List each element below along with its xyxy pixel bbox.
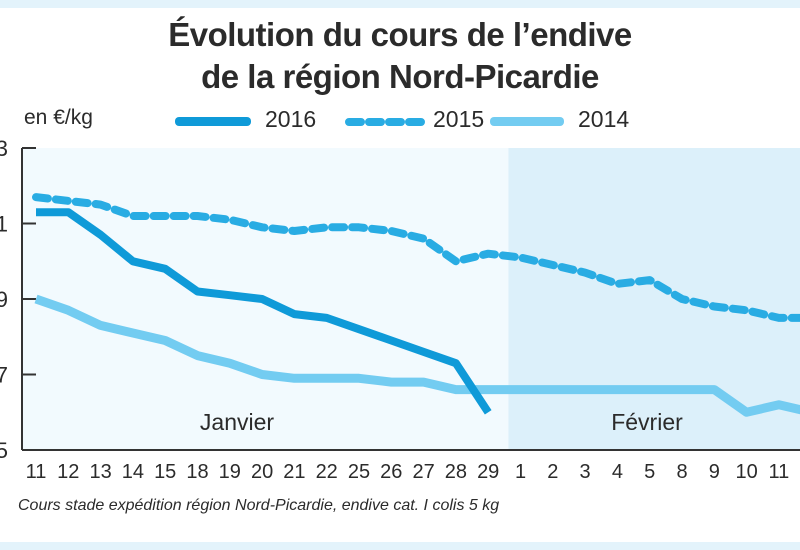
x-tick-label: 9 <box>709 461 720 483</box>
bottom-decorative-band <box>0 542 800 550</box>
x-tick-label: 21 <box>283 461 305 483</box>
y-tick-label: 5 <box>0 438 8 463</box>
series-line-2014 <box>34 294 800 417</box>
legend-swatch-2014 <box>490 117 564 126</box>
legend-item-2015: 2015 <box>345 104 485 134</box>
y-tick-label: 11 <box>0 212 8 237</box>
y-tick-label: 7 <box>0 363 8 388</box>
x-tick-label: 29 <box>477 461 499 483</box>
y-axis-unit-label: en €/kg <box>24 106 93 129</box>
series-line-2015 <box>32 193 800 322</box>
x-tick-label: 1 <box>515 461 526 483</box>
x-tick-label: 11 <box>769 461 790 483</box>
period-label-february: Février <box>611 409 683 435</box>
y-tick-label: 13 <box>0 136 8 161</box>
x-tick-label: 4 <box>612 461 623 483</box>
x-tick-label: 11 <box>26 461 47 483</box>
chart-title-line-2: de la région Nord-Picardie <box>201 58 599 95</box>
series-line-2016 <box>36 208 492 415</box>
x-tick-label: 5 <box>644 461 655 483</box>
x-tick-label: 25 <box>348 461 370 483</box>
x-tick-label: 27 <box>412 461 434 483</box>
x-tick-label: 8 <box>676 461 687 483</box>
legend-label-2016: 2016 <box>265 106 317 132</box>
legend-label-2014: 2014 <box>578 106 630 132</box>
legend-item-2014: 2014 <box>490 104 630 134</box>
legend-swatch-2016 <box>175 117 251 126</box>
x-tick-label: 18 <box>186 461 208 483</box>
period-panel-february <box>508 148 800 450</box>
x-tick-label: 15 <box>154 461 176 483</box>
x-tick-label: 28 <box>445 461 467 483</box>
x-tick-label: 12 <box>57 461 79 483</box>
legend-label-2015: 2015 <box>433 106 485 132</box>
chart-title-line-1: Évolution du cours de l’endive <box>168 16 632 53</box>
x-tick-label: 19 <box>219 461 241 483</box>
top-decorative-band <box>0 0 800 8</box>
x-tick-label: 26 <box>380 461 402 483</box>
x-tick-label: 14 <box>122 461 144 483</box>
legend-item-2016: 2016 <box>175 104 317 134</box>
legend-swatch-2015 <box>345 118 425 126</box>
x-tick-label: 13 <box>89 461 111 483</box>
period-label-january: Janvier <box>200 409 274 435</box>
x-tick-label: 22 <box>316 461 338 483</box>
x-tick-label: 20 <box>251 461 273 483</box>
x-tick-label: 10 <box>735 461 757 483</box>
x-tick-label: 2 <box>547 461 558 483</box>
x-tick-label: 3 <box>580 461 591 483</box>
source-note: Cours stade expédition région Nord-Picar… <box>18 497 500 514</box>
y-tick-label: 9 <box>0 287 8 312</box>
chart-title: Évolution du cours de l’endive de la rég… <box>0 14 800 98</box>
